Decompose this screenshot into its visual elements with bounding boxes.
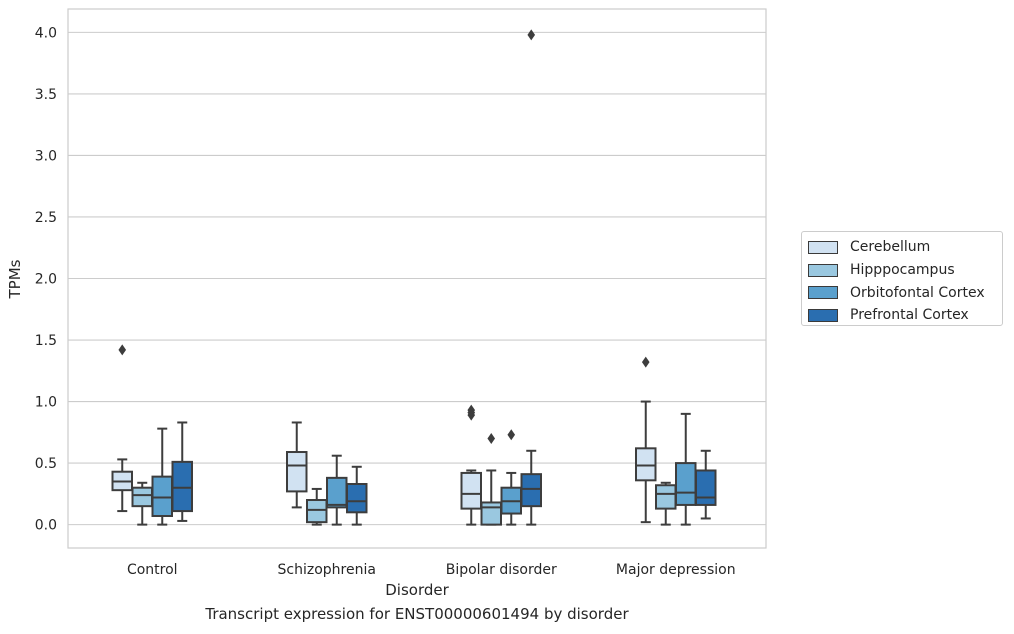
- box-iqr: [151, 475, 173, 518]
- box-iqr: [306, 499, 328, 524]
- box-cerebellum: [111, 344, 133, 513]
- y-tick-label: 4.0: [35, 25, 57, 41]
- y-tick-label: 2.5: [35, 210, 57, 226]
- legend-label: Hipppocampus: [850, 262, 955, 279]
- box-iqr: [326, 476, 348, 509]
- box-prefrontal-cortex: [695, 449, 717, 520]
- box-prefrontal-cortex: [520, 29, 542, 526]
- box-iqr: [460, 471, 482, 510]
- legend-swatch: [808, 240, 838, 254]
- outlier-point: [507, 429, 516, 441]
- y-axis-ticks: 0.0 0.5 1.0 1.5 2.0 2.5 3.0 3.5 4.0: [35, 25, 57, 533]
- box-iqr: [171, 460, 193, 513]
- legend-swatch: [808, 308, 838, 322]
- x-tick-label: Bipolar disorder: [446, 562, 557, 578]
- box-iqr: [695, 469, 717, 506]
- y-tick-label: 1.5: [35, 333, 57, 349]
- legend-item: Orbitofontal Cortex: [808, 281, 1002, 304]
- y-tick-label: 1.0: [35, 395, 57, 411]
- box-cerebellum: [460, 404, 482, 526]
- box-orbitofontal-cortex: [151, 427, 173, 526]
- legend-label: Orbitofontal Cortex: [850, 284, 985, 301]
- y-tick-label: 0.0: [35, 518, 57, 534]
- legend-label: Prefrontal Cortex: [850, 307, 969, 324]
- box-iqr: [520, 473, 542, 508]
- box-hipppocampus: [131, 481, 153, 526]
- outlier-point: [467, 404, 476, 416]
- box-hipppocampus: [480, 432, 502, 526]
- box-orbitofontal-cortex: [500, 429, 522, 526]
- y-tick-label: 3.0: [35, 148, 57, 164]
- box-cerebellum: [635, 356, 657, 524]
- outlier-point: [641, 356, 650, 368]
- box-cerebellum: [286, 421, 308, 509]
- y-tick-label: 2.0: [35, 272, 57, 288]
- legend-item: Hipppocampus: [808, 259, 1002, 282]
- box-series: [111, 29, 717, 526]
- box-iqr: [635, 447, 657, 482]
- x-axis-ticks: Control Schizophrenia Bipolar disorder Majo…: [127, 562, 736, 578]
- box-orbitofontal-cortex: [675, 412, 697, 526]
- box-iqr: [480, 501, 502, 526]
- box-iqr: [346, 483, 368, 514]
- x-tick-label: Control: [127, 562, 178, 578]
- x-axis-label: Disorder: [385, 581, 449, 599]
- legend: Cerebellum Hipppocampus Orbitofontal Corte…: [801, 231, 1003, 326]
- legend-item: Cerebellum: [808, 236, 1002, 259]
- legend-item: Prefrontal Cortex: [808, 304, 1002, 327]
- outlier-point: [118, 344, 127, 356]
- box-hipppocampus: [655, 481, 677, 526]
- y-tick-label: 0.5: [35, 456, 57, 472]
- x-tick-label: Schizophrenia: [278, 562, 376, 578]
- box-prefrontal-cortex: [346, 465, 368, 526]
- legend-swatch: [808, 263, 838, 277]
- outlier-point: [487, 432, 496, 444]
- box-iqr: [286, 451, 308, 493]
- y-tick-label: 3.5: [35, 87, 57, 103]
- box-iqr: [131, 486, 153, 508]
- x-tick-label: Major depression: [616, 562, 736, 578]
- figure-caption: Transcript expression for ENST0000060149…: [205, 605, 629, 623]
- y-axis-label: TPMs: [6, 259, 24, 299]
- box-prefrontal-cortex: [171, 421, 193, 522]
- legend-label: Cerebellum: [850, 239, 931, 256]
- outlier-point: [527, 29, 536, 41]
- box-hipppocampus: [306, 487, 328, 526]
- plot-area-frame: [67, 8, 767, 549]
- gridlines: [68, 31, 766, 526]
- legend-swatch: [808, 286, 838, 300]
- box-iqr: [655, 484, 677, 510]
- box-iqr: [675, 462, 697, 506]
- box-orbitofontal-cortex: [326, 454, 348, 526]
